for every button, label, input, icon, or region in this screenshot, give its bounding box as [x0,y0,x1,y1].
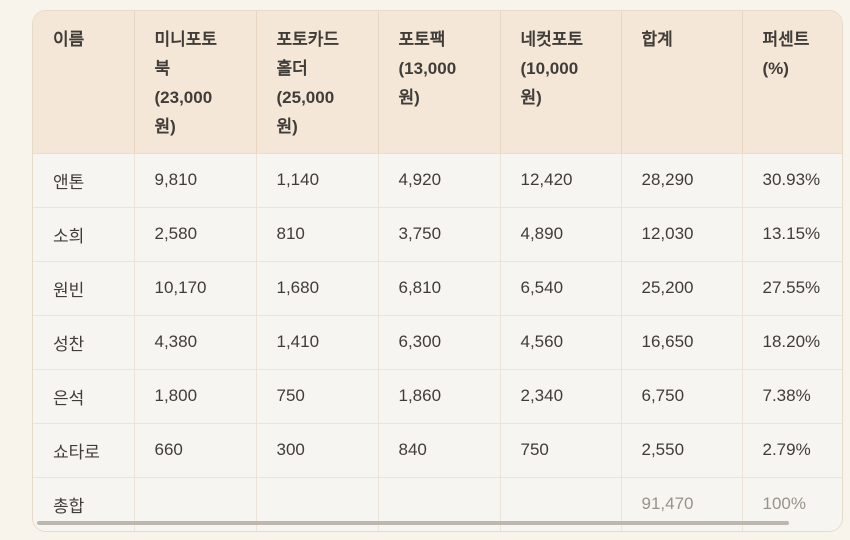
cell-photocard-holder: 810 [256,207,379,262]
cell-total: 28,290 [621,153,743,208]
table-row: 소희 2,580 810 3,750 4,890 12,030 13.15% [33,207,842,262]
cell-percent: 30.93% [742,153,842,208]
cell-mini-photobook: 9,810 [134,153,257,208]
col-header-four-cut-photo: 네컷포토 (10,000 원) [500,11,622,154]
cell-photo-pack: 4,920 [378,153,501,208]
cell-member-name: 원빈 [33,261,135,316]
cell-percent: 7.38% [742,369,842,424]
cell-member-name: 쇼타로 [33,423,135,478]
cell-member-name: 소희 [33,207,135,262]
cell-four-cut-photo: 4,890 [500,207,622,262]
header-row: 이름 미니포토 북 (23,000 원) 포토카드 홀더 (25,000 원) … [33,11,842,154]
cell-percent: 18.20% [742,315,842,370]
cell-photocard-holder: 1,410 [256,315,379,370]
cell-four-cut-photo: 750 [500,423,622,478]
cell-mini-photobook: 660 [134,423,257,478]
cell-mini-photobook: 4,380 [134,315,257,370]
cell-photo-pack: 6,810 [378,261,501,316]
cell-photocard-holder: 300 [256,423,379,478]
cell-total: 12,030 [621,207,743,262]
cell-four-cut-photo: 4,560 [500,315,622,370]
cell-four-cut-photo: 2,340 [500,369,622,424]
cell-percent: 2.79% [742,423,842,478]
table-row: 성찬 4,380 1,410 6,300 4,560 16,650 18.20% [33,315,842,370]
cell-photo-pack: 3,750 [378,207,501,262]
cell-four-cut-photo: 6,540 [500,261,622,316]
table-row: 원빈 10,170 1,680 6,810 6,540 25,200 27.55… [33,261,842,316]
cell-member-name: 은석 [33,369,135,424]
table-row: 쇼타로 660 300 840 750 2,550 2.79% [33,423,842,478]
cell-photocard-holder: 1,140 [256,153,379,208]
photo-sales-table: 이름 미니포토 북 (23,000 원) 포토카드 홀더 (25,000 원) … [32,10,843,532]
cell-total: 16,650 [621,315,743,370]
cell-percent: 13.15% [742,207,842,262]
sales-table: 이름 미니포토 북 (23,000 원) 포토카드 홀더 (25,000 원) … [33,11,842,531]
col-header-name: 이름 [33,11,135,154]
cell-photo-pack: 6,300 [378,315,501,370]
cell-member-name: 앤톤 [33,153,135,208]
col-header-mini-photobook: 미니포토 북 (23,000 원) [134,11,257,154]
cell-photo-pack: 840 [378,423,501,478]
cell-mini-photobook: 1,800 [134,369,257,424]
col-header-total: 합계 [621,11,743,154]
cell-photo-pack: 1,860 [378,369,501,424]
cell-photocard-holder: 750 [256,369,379,424]
cell-total: 6,750 [621,369,743,424]
cell-total: 2,550 [621,423,743,478]
cell-total: 25,200 [621,261,743,316]
cell-member-name: 성찬 [33,315,135,370]
horizontal-scrollbar-thumb[interactable] [37,521,789,525]
cell-mini-photobook: 10,170 [134,261,257,316]
cell-percent: 27.55% [742,261,842,316]
table-row: 은석 1,800 750 1,860 2,340 6,750 7.38% [33,369,842,424]
cell-photocard-holder: 1,680 [256,261,379,316]
cell-mini-photobook: 2,580 [134,207,257,262]
col-header-percent: 퍼센트 (%) [742,11,842,154]
cell-four-cut-photo: 12,420 [500,153,622,208]
col-header-photocard-holder: 포토카드 홀더 (25,000 원) [256,11,379,154]
table-row: 앤톤 9,810 1,140 4,920 12,420 28,290 30.93… [33,153,842,208]
col-header-photo-pack: 포토팩 (13,000 원) [378,11,501,154]
